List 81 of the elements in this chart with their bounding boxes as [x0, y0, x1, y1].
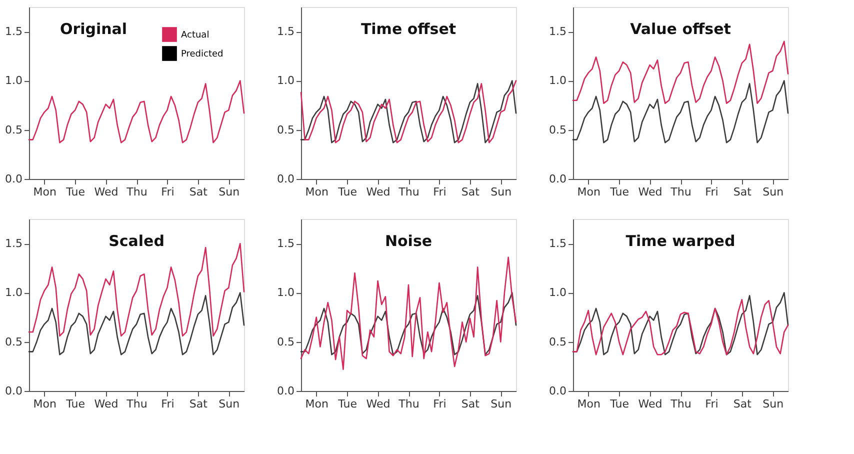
x-tick-label: Fri [705, 186, 718, 198]
y-tick-label: 1.0 [277, 74, 294, 88]
y-tick-label: 0.0 [549, 172, 566, 186]
y-tick-label: 0.0 [277, 172, 294, 186]
x-tick-label: Sat [461, 186, 480, 198]
y-tick-label: 1.5 [277, 25, 294, 38]
x-tick-label: Wed [94, 398, 118, 410]
x-tick-label: Sun [490, 398, 512, 410]
x-tick-label: Mon [305, 398, 328, 410]
y-tick-label: 0.5 [5, 123, 22, 136]
x-tick-label: Fri [433, 186, 446, 198]
x-tick-label: Thu [670, 398, 692, 410]
y-tick-label: 1.0 [277, 286, 294, 300]
x-tick-label: Thu [398, 398, 420, 410]
y-tick-label: 1.5 [549, 25, 566, 38]
text: Value offset [630, 20, 731, 38]
y-tick-label: 1.0 [549, 74, 566, 88]
x-tick-label: Sat [461, 398, 480, 410]
x-tick-label: Tue [337, 186, 358, 198]
x-tick-label: Mon [33, 186, 56, 198]
line-series [28, 80, 245, 144]
x-tick-label: Sat [189, 398, 208, 410]
x-tick-label: Fri [705, 398, 718, 410]
y-tick-label: 0.0 [5, 172, 22, 186]
line-series [28, 292, 245, 356]
line-series [300, 292, 517, 356]
x-tick-label: Mon [577, 186, 600, 198]
x-tick-label: Thu [126, 398, 148, 410]
y-tick-label: 1.5 [277, 237, 294, 250]
legend-label: Actual [181, 30, 210, 40]
line-series [572, 80, 789, 144]
text: Original [60, 20, 128, 38]
text: Noise [384, 232, 432, 250]
y-tick-label: 0.0 [277, 384, 294, 398]
x-tick-label: Thu [126, 186, 148, 198]
x-tick-label: Tue [337, 398, 358, 410]
x-tick-label: Wed [638, 186, 662, 198]
x-tick-label: Sun [490, 186, 512, 198]
text: Time warped [626, 232, 736, 250]
y-tick-label: 1.0 [549, 286, 566, 300]
y-tick-label: 1.5 [549, 237, 566, 250]
x-tick-label: Wed [366, 186, 390, 198]
line-series [572, 40, 789, 104]
y-tick-label: 0.5 [5, 335, 22, 348]
x-tick-label: Tue [609, 186, 630, 198]
x-tick-label: Wed [94, 186, 118, 198]
x-tick-label: Sun [762, 186, 784, 198]
text: Time offset [360, 20, 456, 38]
y-tick-label: 0.5 [549, 335, 566, 348]
x-tick-label: Mon [577, 398, 600, 410]
x-tick-label: Sun [218, 186, 240, 198]
x-tick-label: Sun [762, 398, 784, 410]
legend-label: Predicted [181, 50, 224, 60]
x-tick-label: Sat [733, 186, 752, 198]
x-tick-label: Fri [161, 186, 174, 198]
line-series [300, 80, 517, 144]
x-tick-label: Fri [161, 398, 174, 410]
x-tick-label: Thu [670, 186, 692, 198]
y-tick-label: 0.0 [5, 384, 22, 398]
y-tick-label: 0.5 [277, 335, 294, 348]
x-tick-label: Tue [609, 398, 630, 410]
x-tick-label: Tue [65, 398, 86, 410]
x-tick-label: Sun [218, 398, 240, 410]
x-tick-label: Wed [366, 398, 390, 410]
y-tick-label: 0.5 [277, 123, 294, 136]
y-tick-label: 0.0 [549, 384, 566, 398]
x-tick-label: Fri [433, 398, 446, 410]
text: Scaled [108, 232, 164, 250]
line-series [300, 256, 517, 370]
x-tick-label: Mon [33, 398, 56, 410]
y-tick-label: 0.5 [549, 123, 566, 136]
x-tick-label: Tue [65, 186, 86, 198]
x-tick-label: Sat [733, 398, 752, 410]
x-tick-label: Wed [638, 398, 662, 410]
x-tick-label: Sat [189, 186, 208, 198]
y-tick-label: 1.0 [5, 74, 22, 88]
y-tick-label: 1.5 [5, 237, 22, 250]
x-tick-label: Mon [305, 186, 328, 198]
y-tick-label: 1.5 [5, 25, 22, 38]
x-tick-label: Thu [398, 186, 420, 198]
y-tick-label: 1.0 [5, 286, 22, 300]
